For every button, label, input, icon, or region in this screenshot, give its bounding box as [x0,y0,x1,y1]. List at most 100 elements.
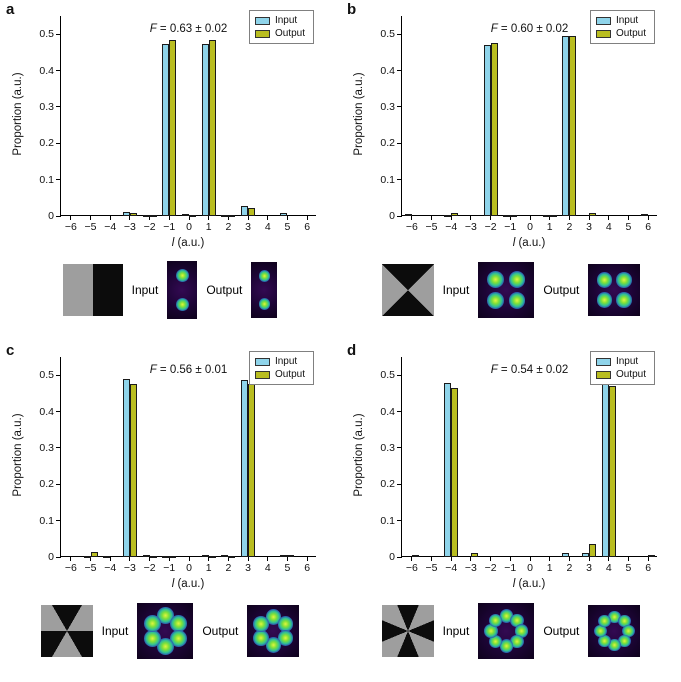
y-tick-label: 0.4 [380,64,395,77]
panel-a: a Proportion (a.u.) 0 0.1 0.2 0.3 0.4 0.5 −6 −5 −4… [0,0,340,341]
x-tick-label: 5 [284,221,291,233]
fidelity-symbol: F [490,23,498,35]
bar-input-2 [221,214,229,217]
x-tick-label: −3 [123,221,136,233]
intensity-lobe [616,272,633,288]
x-tick-label: −1 [504,562,517,574]
x-tick [627,216,629,220]
intensity-lobe [487,270,505,288]
y-tick [56,520,61,522]
bar-input-1 [542,214,550,217]
x-tick [208,557,210,561]
fidelity-title: F = 0.56 ± 0.01 [61,364,316,376]
images-row: Input Output [0,595,340,667]
x-tick [129,216,131,220]
bar-input--4 [444,383,452,557]
y-tick [397,556,402,558]
x-tick [411,557,413,561]
bar-output-2 [569,35,577,216]
x-tick [490,557,492,561]
bar-input-5 [280,555,288,558]
x-tick-label: −2 [143,221,156,233]
x-tick-label: 5 [625,221,632,233]
legend-box: Input Output [589,10,655,44]
x-tick-label: 6 [304,562,311,574]
intensity-lobe [514,624,529,638]
bar-input-1 [201,554,209,557]
intensity-lobe [484,624,498,638]
y-tick-label: 0.5 [380,28,395,41]
bar-input-3 [241,380,249,557]
x-tick-label: −1 [163,562,176,574]
x-tick [208,216,210,220]
y-tick-label: 0.2 [39,137,54,150]
y-tick-label: 0.1 [380,173,395,186]
bar-output--4 [451,212,459,216]
x-tick-label: 6 [645,562,652,574]
x-tick [129,557,131,561]
legend-entry-input: Input [595,14,646,27]
x-tick-label: −2 [484,221,497,233]
x-axis-symbol: l [512,578,516,590]
y-tick [397,520,402,522]
x-tick [529,216,531,220]
x-tick-label: 2 [566,221,573,233]
output-caption: Output [206,283,243,297]
intensity-lobe [258,270,271,282]
bar-output-6 [648,554,656,557]
x-tick-label: −4 [104,562,117,574]
legend-box: Input Output [248,351,314,385]
input-swatch [595,357,611,366]
x-axis-units: (a.u.) [515,237,546,249]
intensity-lobe [143,615,161,632]
legend-box: Input Output [589,351,655,385]
intensity-lobe [596,292,613,308]
x-tick [431,216,433,220]
intensity-lobe [265,609,282,625]
bar-input--1 [162,44,170,216]
intensity-lobe [143,630,161,647]
x-tick [149,216,151,220]
y-tick [397,447,402,449]
bar-input--1 [503,214,511,217]
y-tick [56,142,61,144]
panel-d: d Proportion (a.u.) 0 0.1 0.2 0.3 0.4 0.5 −6 −5 −4… [341,341,681,682]
bar-output--3 [129,213,137,216]
bar-input-2 [221,554,229,557]
y-tick [56,215,61,217]
x-tick [411,216,413,220]
bar-output--5 [90,551,98,557]
x-axis-title: l (a.u.) [60,578,316,590]
x-tick [286,216,288,220]
x-tick [306,216,308,220]
x-tick-label: −4 [445,562,458,574]
x-tick-label: −5 [425,562,438,574]
panel-label-a: a [6,1,15,18]
y-tick-label: 0.4 [39,64,54,77]
y-tick [397,411,402,413]
x-tick-label: 1 [546,562,553,574]
x-axis-units: (a.u.) [174,237,205,249]
y-tick-label: 0.3 [380,100,395,113]
intensity-lobe [175,297,190,312]
y-tick-label: 0 [48,210,54,222]
x-tick-label: 0 [527,221,533,233]
x-tick [70,216,72,220]
legend-label-input: Input [274,15,298,26]
y-tick [397,142,402,144]
x-tick [568,557,570,561]
intensity-lobe [508,292,526,310]
intensity-lobe [622,624,635,638]
panel-label-c: c [6,342,15,359]
x-tick-label: 1 [546,221,553,233]
bar-input-5 [280,213,288,216]
y-tick-label: 0 [48,551,54,563]
y-tick-label: 0.1 [39,173,54,186]
x-tick [450,216,452,220]
x-tick-label: 2 [225,221,232,233]
y-tick-label: 0 [389,551,395,563]
x-tick-label: −2 [484,562,497,574]
x-axis-title: l (a.u.) [60,237,316,249]
x-axis-units: (a.u.) [515,578,546,590]
